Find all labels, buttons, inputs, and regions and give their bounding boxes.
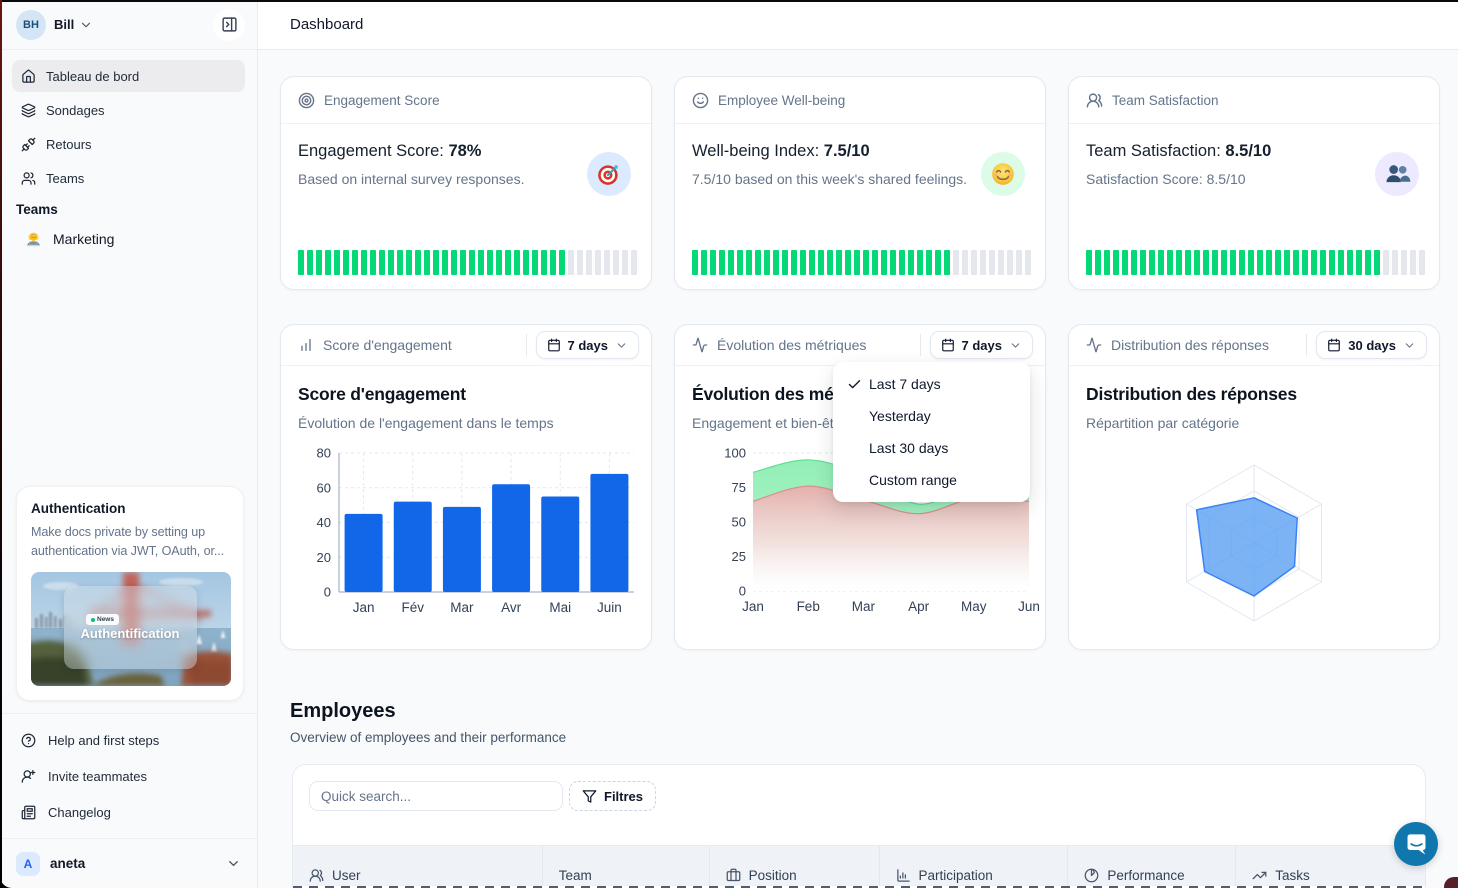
svg-text:50: 50	[732, 515, 746, 530]
svg-text:80: 80	[317, 446, 331, 461]
svg-text:Jan: Jan	[742, 599, 764, 614]
svg-text:Mar: Mar	[450, 600, 474, 615]
svg-text:May: May	[961, 599, 987, 614]
svg-text:40: 40	[317, 515, 331, 530]
svg-text:100: 100	[724, 446, 746, 461]
svg-text:Fév: Fév	[401, 600, 424, 615]
svg-text:0: 0	[324, 585, 331, 600]
svg-text:0: 0	[739, 584, 746, 599]
svg-text:Jan: Jan	[353, 600, 375, 615]
svg-text:25: 25	[732, 549, 746, 564]
svg-text:60: 60	[317, 480, 331, 495]
svg-text:75: 75	[732, 480, 746, 495]
svg-text:Jun: Jun	[1018, 599, 1040, 614]
svg-text:Mai: Mai	[549, 600, 571, 615]
svg-text:Juin: Juin	[597, 600, 622, 615]
svg-text:20: 20	[317, 550, 331, 565]
svg-text:Avr: Avr	[501, 600, 522, 615]
svg-text:Mar: Mar	[852, 599, 876, 614]
svg-text:Feb: Feb	[797, 599, 820, 614]
svg-text:Apr: Apr	[908, 599, 930, 614]
